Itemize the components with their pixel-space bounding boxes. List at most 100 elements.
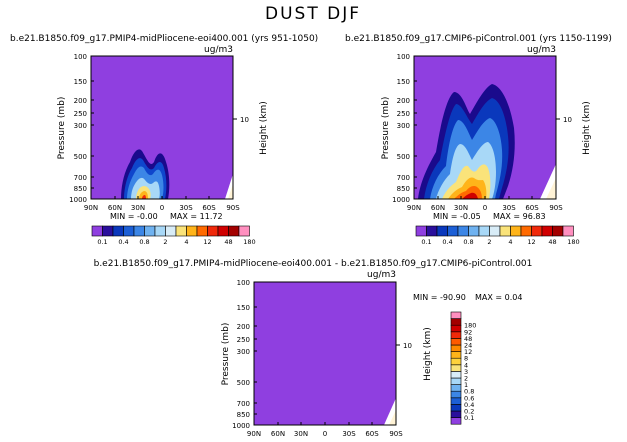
colorbar-swatch: [196, 225, 208, 237]
panel-title: b.e21.B1850.f09_g17.PMIP4-midPliocene-eo…: [94, 259, 533, 269]
y-tick-label: 100: [397, 53, 410, 61]
y-axis: 100 150 200 250 300 500 700 850 1000 Pre…: [221, 279, 257, 430]
right-tick-label: 10: [563, 116, 572, 124]
colorbar-swatch: [228, 225, 240, 237]
colorbar-swatch: [450, 377, 462, 385]
colorbar-swatch: [450, 311, 462, 319]
max-label: MAX = 11.72: [170, 212, 223, 221]
y-tick-label: 200: [74, 97, 87, 105]
colorbar-swatch: [154, 225, 166, 237]
colorbar-swatch: [426, 225, 438, 237]
x-tick-label: 90N: [247, 430, 261, 438]
colorbar-swatch: [91, 225, 103, 237]
y-tick-label: 150: [237, 304, 250, 312]
units-label: ug/m3: [527, 45, 556, 55]
y-tick-label: 500: [397, 153, 410, 161]
colorbar-label: 24: [464, 342, 472, 350]
colorbar-swatch: [217, 225, 229, 237]
x-tick-label: 60S: [365, 430, 379, 438]
y-tick-label: 300: [237, 348, 250, 356]
colorbar-label: 4: [508, 238, 512, 246]
colorbar-swatch: [415, 225, 427, 237]
colorbar-swatch: [450, 417, 462, 425]
right-axis: 10 Height (km): [233, 101, 269, 155]
x-tick-label: 60N: [431, 204, 445, 212]
colorbar-swatch: [450, 324, 462, 333]
y-tick-label: 250: [74, 110, 87, 118]
colorbar-swatch: [175, 225, 187, 237]
colorbar-swatch: [510, 225, 522, 237]
y-tick-label: 150: [74, 78, 87, 86]
right-axis-label: Height (km): [423, 327, 433, 381]
colorbar-label: 0.4: [118, 238, 128, 246]
colorbar-swatch: [450, 331, 462, 339]
colorbar: 0.1 0.4 0.8 2 4 12 48 180: [91, 225, 256, 246]
right-axis-label: Height (km): [259, 101, 269, 155]
colorbar-label: 48: [464, 335, 472, 343]
colorbar-swatch: [112, 225, 124, 237]
right-tick-label: 10: [403, 342, 412, 350]
colorbar-label: 0.8: [139, 238, 149, 246]
x-tick-label: 0: [483, 204, 487, 212]
colorbar-swatch: [133, 225, 145, 237]
x-tick-label: 60N: [271, 430, 285, 438]
x-axis: 90N 60N 30N 0 30S 60S 90S: [407, 196, 563, 212]
colorbar-swatch: [478, 225, 490, 237]
colorbar-label: 12: [203, 238, 211, 246]
colorbar-swatch: [450, 410, 462, 418]
colorbar-label: 8: [464, 355, 468, 363]
colorbar: 0.1 0.4 0.8 2 4 12 48 180: [415, 225, 580, 246]
colorbar-label: 92: [464, 328, 472, 336]
dust-field: [384, 398, 396, 425]
colorbar-label: 2: [487, 238, 491, 246]
colorbar-swatch: [562, 225, 574, 237]
right-tick-label: 10: [240, 116, 249, 124]
y-tick-label: 1000: [232, 422, 250, 430]
y-tick-label: 700: [397, 174, 410, 182]
colorbar-label: 0.1: [421, 238, 431, 246]
colorbar-swatch: [450, 384, 462, 392]
x-tick-label: 30N: [294, 430, 308, 438]
colorbar-swatch: [541, 225, 553, 237]
y-tick-label: 300: [397, 122, 410, 130]
y-tick-label: 300: [74, 122, 87, 130]
colorbar-label: 1: [464, 381, 468, 389]
y-tick-label: 850: [74, 185, 87, 193]
colorbar-label: 4: [184, 238, 188, 246]
y-tick-label: 200: [237, 323, 250, 331]
colorbar-swatch: [207, 225, 219, 237]
x-tick-label: 30S: [342, 430, 356, 438]
colorbar-swatch: [450, 371, 462, 379]
min-label: MIN = -90.90: [413, 293, 466, 302]
colorbar-label: 0.8: [464, 388, 474, 396]
y-axis-label: Pressure (mb): [57, 97, 67, 160]
colorbar-swatch: [520, 225, 532, 237]
y-tick-label: 250: [397, 110, 410, 118]
colorbar-label: 48: [548, 238, 556, 246]
y-tick-label: 700: [74, 174, 87, 182]
y-tick-label: 100: [74, 53, 87, 61]
colorbar-swatch: [102, 225, 114, 237]
x-tick-label: 90N: [407, 204, 421, 212]
dust-field: [121, 149, 233, 199]
colorbar-swatch: [531, 225, 543, 237]
colorbar-swatch: [123, 225, 135, 237]
right-axis: 10 Height (km): [556, 101, 592, 155]
colorbar-label: 0.6: [464, 394, 474, 402]
figure-title: DUST DJF: [265, 4, 361, 24]
y-axis: 100 150 200 250 300 500 700 850 1000 Pre…: [381, 53, 417, 204]
colorbar-label: 0.4: [442, 238, 452, 246]
x-tick-label: 90S: [389, 430, 403, 438]
colorbar-swatch: [499, 225, 511, 237]
x-tick-label: 30S: [502, 204, 516, 212]
x-tick-label: 90S: [226, 204, 240, 212]
right-axis: 10 Height (km): [396, 327, 433, 381]
colorbar-swatch: [450, 338, 462, 346]
max-label: MAX = 0.04: [475, 293, 522, 302]
y-tick-label: 700: [237, 400, 250, 408]
colorbar-swatch: [450, 404, 462, 412]
panel-title: b.e21.B1850.f09_g17.PMIP4-midPliocene-eo…: [10, 34, 318, 44]
colorbar-label: 12: [464, 348, 472, 356]
